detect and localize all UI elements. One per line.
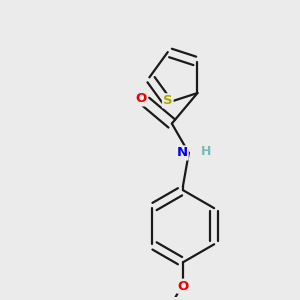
Text: N: N [177,146,188,159]
Text: O: O [136,92,147,105]
Text: S: S [163,94,172,107]
Text: O: O [177,280,188,293]
Text: H: H [201,145,211,158]
